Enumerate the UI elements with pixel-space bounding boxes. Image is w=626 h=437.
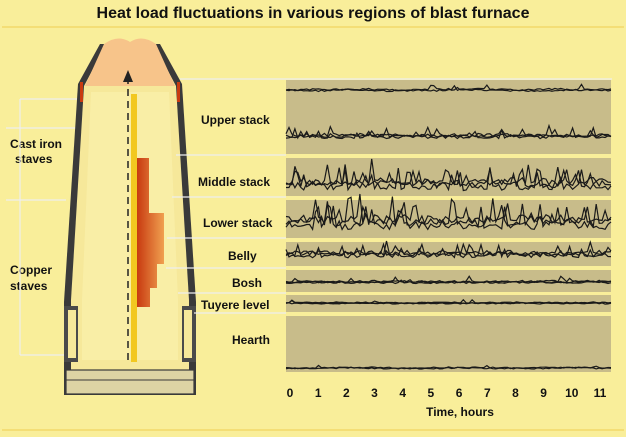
x-tick-label: 9 (540, 386, 547, 400)
region-label-tuyere-level: Tuyere level (201, 298, 269, 312)
heat-load-trace-upper-stack (285, 125, 612, 140)
region-leader-lines (166, 78, 612, 314)
x-tick-label: 6 (456, 386, 463, 400)
stave-brackets (6, 98, 80, 356)
x-axis-ticks: 0 1 2 3 4 5 6 7 8 9 10 11 (287, 386, 607, 400)
copper-label-line1: Copper (10, 263, 52, 277)
furnace-cross-section (64, 38, 196, 395)
x-tick-label: 5 (428, 386, 435, 400)
x-tick-label: 11 (594, 386, 607, 400)
furnace-throat (85, 38, 175, 86)
heat-load-trace-tuyere-level (285, 299, 612, 305)
copper-label-line2: staves (10, 279, 48, 293)
x-tick-label: 4 (399, 386, 406, 400)
heat-load-trace-tuyere-level (285, 301, 612, 305)
heat-load-trace-bosh (285, 275, 612, 285)
figure-title: Heat load fluctuations in various region… (97, 5, 530, 22)
heat-load-trace-bosh (285, 277, 612, 285)
x-tick-label: 8 (512, 386, 519, 400)
heat-load-trace-upper-stack (285, 84, 612, 93)
trend-panel-upper-stack (286, 80, 611, 154)
furnace-core (82, 92, 178, 360)
x-axis-label: Time, hours (426, 405, 494, 419)
region-label-bosh: Bosh (232, 276, 262, 290)
x-tick-label: 1 (315, 386, 322, 400)
region-label-lower-stack: Lower stack (203, 216, 273, 230)
heat-load-zone (137, 158, 164, 307)
heat-load-trace-hearth (285, 364, 612, 370)
x-tick-label: 0 (287, 386, 294, 400)
heat-load-trace-lower-stack (285, 203, 612, 231)
x-tick-label: 2 (343, 386, 350, 400)
x-tick-label: 10 (565, 386, 579, 400)
heat-load-trace-middle-stack (286, 164, 612, 192)
heat-load-trace-belly (285, 240, 612, 259)
heat-load-traces (285, 83, 612, 370)
heat-load-trace-lower-stack (285, 196, 612, 231)
cast-iron-label-line2: staves (15, 152, 53, 166)
cast-iron-label-line1: Cast iron (10, 137, 62, 151)
region-label-hearth: Hearth (232, 333, 270, 347)
region-label-belly: Belly (228, 249, 257, 263)
region-label-upper-stack: Upper stack (201, 113, 270, 127)
heat-load-trace-belly (285, 242, 612, 259)
heat-load-trace-middle-stack (285, 164, 612, 191)
x-tick-label: 3 (371, 386, 378, 400)
region-labels: Upper stack Middle stack Lower stack Bel… (198, 113, 273, 347)
trend-panel-hearth (286, 316, 611, 372)
trend-panels (286, 80, 611, 372)
gas-flow-arrow-icon (123, 70, 133, 82)
region-label-middle-stack: Middle stack (198, 175, 270, 189)
x-tick-label: 7 (484, 386, 491, 400)
furnace-hearth-base (65, 369, 195, 395)
